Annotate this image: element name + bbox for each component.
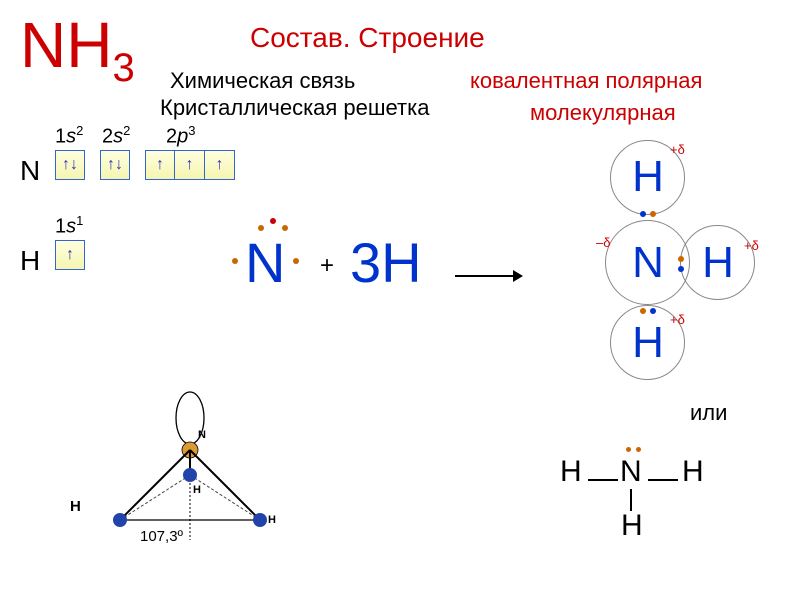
bond-dot-5 <box>640 308 646 314</box>
reaction-3h: 3H <box>350 230 422 295</box>
geom-angle: 107,3º <box>140 528 183 545</box>
delta-bottom: +δ <box>670 312 685 327</box>
h-element-label: H <box>20 245 40 277</box>
n-dot-4 <box>232 258 238 264</box>
lewis-h-bottom: H <box>632 318 664 368</box>
h-1s-label: 1s1 <box>55 213 83 239</box>
title-main: Состав. Строение <box>250 22 485 54</box>
n-1s-box: ↑↓ <box>55 150 85 180</box>
lewis-diagram: N H H H +δ +δ +δ –δ <box>560 130 780 370</box>
subtitle-chembond: Химическая связь <box>170 68 355 94</box>
reaction-n: N <box>245 230 285 295</box>
bond-dot-1 <box>640 211 646 217</box>
n-2p-boxes: ↑ ↑ ↑ <box>145 150 235 180</box>
delta-right: +δ <box>744 238 759 253</box>
lewis-h-right: H <box>702 238 734 288</box>
lewis-h-top: H <box>632 152 664 202</box>
or-label: или <box>690 400 727 426</box>
bond-dot-3 <box>678 256 684 262</box>
struct-h-right: H <box>682 455 704 489</box>
n-dot-2 <box>270 218 276 224</box>
n-2s-label: 2s2 <box>102 123 130 149</box>
n-2p-label: 2p3 <box>166 123 195 149</box>
lewis-n-atom: N <box>632 238 664 288</box>
svg-text:H: H <box>268 514 276 526</box>
bond-dot-6 <box>650 308 656 314</box>
n-dot-5 <box>293 258 299 264</box>
bond-dot-2 <box>650 211 656 217</box>
lonepair-1 <box>626 447 631 452</box>
delta-n: –δ <box>596 235 610 250</box>
reaction-plus: + <box>320 252 334 280</box>
reaction-arrow <box>455 264 515 282</box>
struct-n: N <box>620 455 642 489</box>
lonepair-2 <box>636 447 641 452</box>
formula-base: NH <box>20 9 112 81</box>
geometry-pyramid: N H H H 107,3º <box>90 380 290 560</box>
n-dot-1 <box>258 225 264 231</box>
h-1s-box: ↑ <box>55 240 85 270</box>
svg-text:H: H <box>193 484 201 496</box>
svg-text:N: N <box>198 429 206 441</box>
formula-sub: 3 <box>112 46 134 90</box>
subtitle-lattice: Кристаллическая решетка <box>160 95 429 121</box>
n-2s-box: ↑↓ <box>100 150 130 180</box>
n-dot-3 <box>282 225 288 231</box>
geom-h-label: H <box>70 498 81 515</box>
struct-h-bottom: H <box>621 509 643 543</box>
struct-h-left: H <box>560 455 582 489</box>
bond-dot-4 <box>678 266 684 272</box>
lattice-text: молекулярная <box>530 100 676 126</box>
n-element-label: N <box>20 155 40 187</box>
formula-nh3: NH3 <box>20 8 135 91</box>
n-1s-label: 1s2 <box>55 123 83 149</box>
delta-top: +δ <box>670 142 685 157</box>
bondtype-text: ковалентная полярная <box>470 68 702 94</box>
